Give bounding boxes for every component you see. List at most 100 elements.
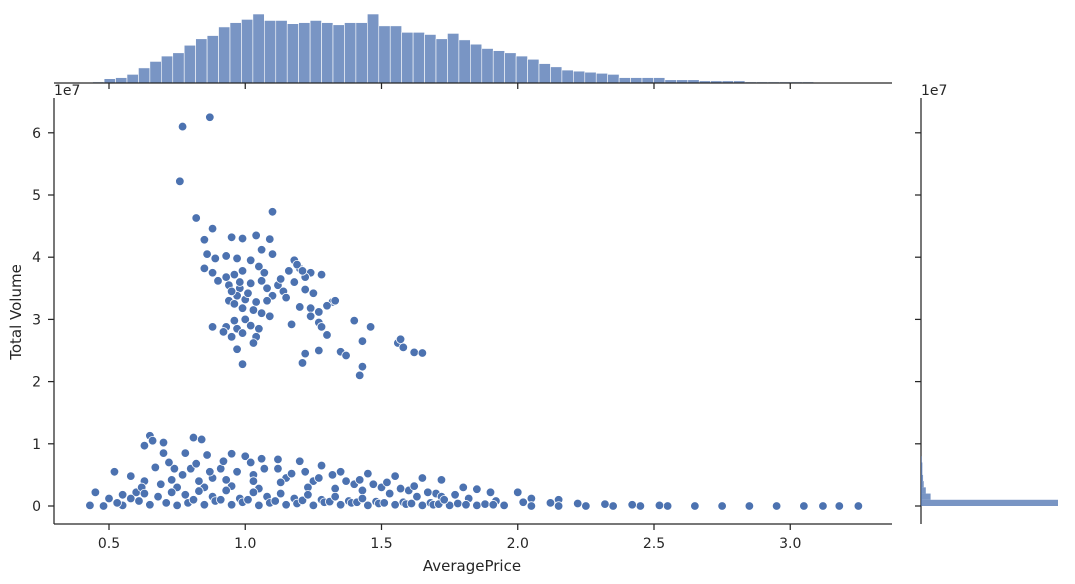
scatter-point	[104, 493, 114, 504]
y-axis-ticks: 0 1 2 3 4 5 6	[32, 126, 54, 515]
scatter-point	[166, 487, 177, 498]
scatter-point	[330, 491, 340, 502]
scatter-point	[191, 213, 201, 223]
scatter-point	[799, 501, 809, 511]
scatter-point	[273, 454, 283, 465]
scatter-point	[480, 499, 490, 509]
scatter-point	[150, 462, 161, 473]
scatter-point	[275, 488, 286, 499]
scatter-point	[314, 473, 324, 483]
scatter-point	[245, 278, 256, 289]
scatter-point	[275, 274, 286, 284]
scatter-point	[196, 434, 207, 445]
scatter-point	[90, 487, 101, 498]
scatter-point	[202, 249, 212, 259]
scatter-point	[221, 251, 231, 261]
scatter-point	[254, 500, 264, 511]
scatter-point	[485, 487, 496, 498]
scatter-point	[248, 305, 259, 315]
scatter-point	[412, 491, 422, 502]
marginal-x-bar	[607, 74, 620, 84]
x-tick-label: 3.0	[779, 536, 801, 552]
y-axis-label: Total Volume	[7, 264, 25, 361]
scatter-point	[221, 485, 231, 496]
scatter-point	[156, 479, 166, 489]
marginal-x-bar	[264, 20, 277, 84]
scatter-point	[126, 471, 136, 481]
scatter-point	[164, 457, 174, 468]
scatter-point	[461, 500, 471, 510]
marginal-x-bar	[515, 55, 528, 84]
scatter-point	[286, 319, 297, 330]
marginal-x-bar	[424, 34, 437, 84]
marginal-x-bar	[504, 52, 517, 84]
scatter-point	[194, 476, 204, 486]
scatter-point	[357, 485, 368, 496]
scatter-point	[450, 490, 460, 500]
scatter-point	[207, 268, 218, 278]
scatter-point	[245, 320, 256, 331]
scatter-point	[221, 272, 231, 282]
marginal-x-bar	[241, 19, 254, 84]
scatter-point	[406, 498, 417, 509]
scatter-point	[379, 498, 389, 508]
scatter-point	[316, 460, 327, 471]
x-axis-label: AveragePrice	[423, 557, 521, 575]
scatter-point	[472, 484, 482, 494]
scatter-point	[169, 463, 180, 474]
scatter-point	[256, 245, 267, 255]
x-tick-label: 1.0	[234, 536, 256, 552]
scatter-point	[243, 495, 253, 505]
scatter-point	[608, 501, 618, 511]
scatter-point	[627, 500, 637, 510]
scatter-point	[248, 338, 259, 348]
scatter-point	[126, 493, 136, 504]
scatter-point	[409, 347, 419, 358]
marginal-x-bar	[492, 50, 505, 84]
scatter-point	[744, 501, 755, 511]
scatter-point	[235, 277, 245, 287]
scatter-point	[229, 315, 240, 326]
marginal-x-bar	[458, 39, 471, 84]
scatter-point	[158, 437, 169, 448]
marginal-x-bar	[275, 20, 288, 84]
scatter-point	[248, 476, 259, 486]
scatter-point	[216, 495, 226, 505]
scatter-point	[262, 296, 272, 306]
scatter-point	[245, 255, 256, 266]
scatter-point	[573, 498, 583, 509]
y-tick-label: 2	[32, 375, 41, 391]
scatter-point	[229, 269, 240, 280]
scatter-point	[226, 500, 237, 510]
marginal-y-bar	[921, 468, 923, 475]
marginal-x-bar	[630, 77, 643, 84]
scatter-point	[218, 456, 229, 466]
scatter-point	[600, 499, 610, 509]
y-tick-label: 6	[32, 126, 41, 142]
scatter-point	[226, 286, 237, 297]
scatter-point	[265, 311, 275, 321]
marginal-x-bar	[653, 77, 666, 84]
marginal-y-bar	[921, 481, 924, 488]
scatter-point	[341, 476, 351, 486]
marginal-y-histogram	[921, 456, 1058, 506]
scatter-point	[395, 483, 406, 494]
scatter-point	[158, 448, 169, 458]
marginal-y-bar	[921, 456, 922, 463]
scatter-point	[439, 495, 449, 505]
scatter-point	[251, 297, 261, 307]
scatter-point	[226, 449, 237, 459]
scatter-point	[153, 491, 163, 502]
scatter-point	[202, 450, 212, 460]
scatter-point	[270, 496, 280, 506]
scatter-point	[300, 467, 310, 477]
marginal-x-bar	[229, 22, 242, 84]
scatter-point	[390, 471, 400, 481]
marginal-x-bar	[195, 38, 208, 84]
marginal-x-bar	[378, 25, 391, 84]
y-tick-label: 4	[32, 250, 41, 266]
scatter-point	[423, 487, 433, 498]
scatter-point	[409, 481, 419, 491]
x-tick-label: 2.5	[643, 536, 665, 552]
